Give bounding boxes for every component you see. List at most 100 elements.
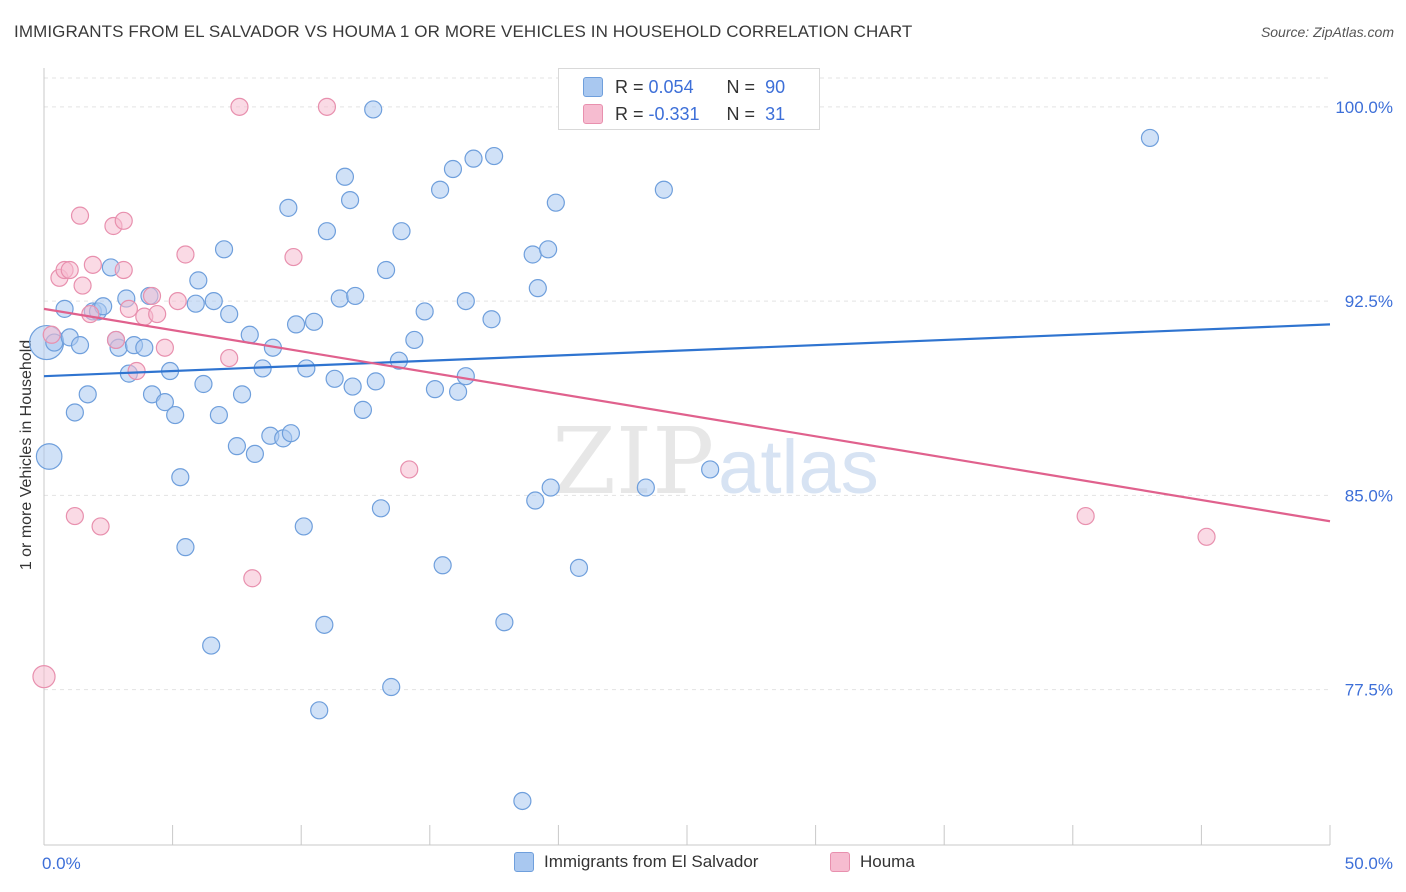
data-point-el-salvador (382, 677, 401, 697)
data-point-houma (1076, 506, 1095, 526)
legend-item-houma: Houma (830, 852, 915, 872)
data-point-el-salvador (405, 330, 424, 350)
data-point-el-salvador (541, 478, 560, 497)
pink-swatch-icon (583, 104, 603, 124)
n-label: N = (726, 103, 756, 124)
data-point-el-salvador (1140, 128, 1160, 148)
legend-label: Immigrants from El Salvador (544, 852, 759, 871)
data-point-el-salvador (376, 260, 396, 280)
data-point-el-salvador (701, 460, 720, 479)
data-point-el-salvador (214, 240, 234, 259)
pink-swatch-icon (830, 852, 850, 872)
data-point-el-salvador (155, 393, 174, 412)
r-value: 0.054 (648, 76, 694, 97)
blue-swatch-icon (514, 852, 534, 872)
data-point-houma (284, 247, 303, 267)
data-point-el-salvador (310, 701, 329, 720)
data-point-houma (1197, 527, 1216, 546)
data-point-el-salvador (245, 444, 265, 464)
r-label: R = (615, 103, 644, 124)
data-point-el-salvador (227, 437, 246, 456)
data-point-el-salvador (433, 556, 452, 575)
data-point-houma (81, 304, 100, 324)
data-point-el-salvador (482, 310, 501, 329)
data-point-houma (148, 304, 167, 324)
series-legend: Immigrants from El Salvador Houma (0, 852, 1406, 876)
data-point-houma (83, 255, 102, 274)
data-point-el-salvador (443, 159, 463, 179)
data-point-houma (91, 517, 110, 536)
blue-swatch-icon (583, 77, 603, 97)
data-point-el-salvador (456, 292, 475, 311)
data-point-houma (127, 361, 146, 381)
data-point-el-salvador (654, 180, 673, 199)
data-point-houma (243, 569, 262, 588)
data-point-el-salvador (171, 468, 190, 487)
data-point-houma (230, 97, 249, 116)
r-label: R = (615, 76, 644, 97)
data-point-houma (42, 325, 61, 344)
data-point-el-salvador (415, 302, 434, 321)
data-point-el-salvador (204, 292, 223, 311)
data-point-houma (114, 260, 133, 280)
data-point-el-salvador (636, 478, 655, 497)
data-point-houma (65, 506, 84, 526)
data-point-houma (168, 292, 187, 311)
data-point-houma (32, 665, 56, 689)
data-point-el-salvador (364, 100, 383, 119)
watermark: ZIPatlas (552, 408, 879, 515)
source-label: Source: ZipAtlas.com (1260, 24, 1394, 40)
data-point-el-salvador (325, 369, 344, 388)
x-tick-label: 50.0% (1345, 854, 1393, 873)
data-point-houma (60, 260, 79, 280)
data-point-el-salvador (392, 222, 411, 241)
data-point-el-salvador (456, 367, 475, 386)
data-point-el-salvador (186, 294, 205, 313)
data-point-houma (114, 211, 133, 230)
r-value: -0.331 (648, 103, 700, 124)
data-point-el-salvador (366, 372, 385, 391)
data-point-el-salvador (286, 315, 306, 334)
stats-row-houma: R = -0.331 N = 31 (583, 102, 785, 126)
data-point-el-salvador (464, 149, 483, 168)
data-point-el-salvador (425, 380, 445, 399)
data-point-el-salvador (485, 146, 504, 166)
data-point-houma (155, 338, 174, 357)
data-point-el-salvador (317, 222, 337, 241)
n-value: 31 (765, 103, 786, 124)
data-point-el-salvador (279, 198, 298, 217)
data-point-el-salvador (343, 377, 362, 396)
data-point-el-salvador (304, 312, 324, 331)
legend-item-el-salvador: Immigrants from El Salvador (514, 852, 758, 872)
data-point-houma (70, 206, 90, 225)
data-point-el-salvador (526, 491, 545, 510)
data-point-el-salvador (546, 193, 565, 212)
data-point-el-salvador (335, 167, 355, 186)
data-point-el-salvador (523, 245, 542, 264)
trend-line-el-salvador (43, 323, 1331, 378)
y-tick-label: 100.0% (1335, 98, 1393, 117)
data-point-houma (73, 276, 92, 295)
watermark-zip: ZIP (552, 408, 715, 515)
data-point-houma (106, 330, 126, 350)
data-point-el-salvador (346, 286, 365, 306)
data-point-houma (400, 460, 419, 479)
data-point-el-salvador (70, 336, 90, 355)
data-point-el-salvador (281, 424, 301, 443)
data-point-el-salvador (294, 517, 313, 536)
data-point-el-salvador (297, 359, 316, 378)
data-point-houma (317, 97, 337, 116)
data-point-el-salvador (209, 405, 228, 425)
data-point-el-salvador (315, 615, 334, 634)
data-point-el-salvador (176, 538, 195, 557)
chart-title: IMMIGRANTS FROM EL SALVADOR VS HOUMA 1 O… (14, 22, 913, 41)
trend-line-houma (43, 307, 1331, 523)
data-point-el-salvador (495, 613, 514, 632)
data-point-el-salvador (35, 443, 63, 470)
data-point-el-salvador (202, 636, 221, 655)
data-point-el-salvador (513, 791, 532, 811)
x-tick-label: 0.0% (42, 854, 81, 873)
data-point-el-salvador (430, 180, 450, 199)
n-value: 90 (765, 76, 786, 97)
data-point-el-salvador (330, 289, 349, 308)
